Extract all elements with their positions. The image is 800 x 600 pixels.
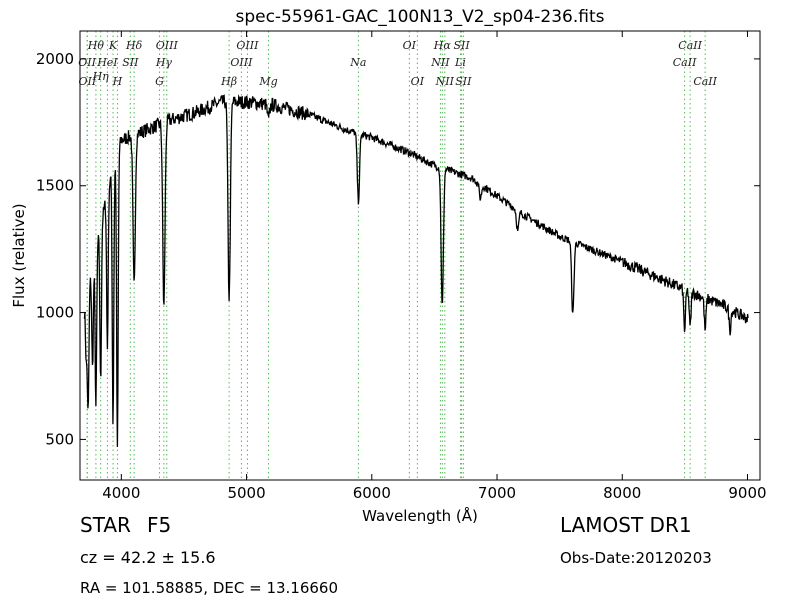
- x-axis-label: Wavelength (Å): [362, 506, 478, 525]
- x-tick-label: 7000: [478, 484, 516, 502]
- axis-ticks: 4000 5000 6000 7000 8000 9000 500 1000 1500 2000: [36, 31, 767, 502]
- line-marker-group: [86, 31, 706, 480]
- line-marker-label: Hβ: [220, 75, 237, 88]
- line-marker-label: Mg: [258, 75, 277, 88]
- y-tick-label: 1000: [36, 304, 74, 322]
- spectrum-line: [83, 94, 749, 448]
- object-subclass: F5: [147, 513, 172, 537]
- line-marker-label: OIII: [230, 56, 253, 69]
- observation-date: Obs-Date:20120203: [560, 549, 712, 567]
- x-tick-label: 4000: [102, 484, 140, 502]
- line-marker-label: Li: [454, 56, 466, 69]
- x-tick-label: 6000: [353, 484, 391, 502]
- line-marker-label: OIII: [156, 39, 179, 52]
- line-marker-label: CaII: [678, 39, 702, 52]
- line-marker-label: NII: [430, 56, 450, 69]
- line-marker-label: H: [112, 75, 123, 88]
- x-tick-label: 9000: [728, 484, 766, 502]
- x-tick-label: 5000: [227, 484, 265, 502]
- line-marker-label: SII: [455, 75, 472, 88]
- line-marker-label: Hγ: [155, 56, 173, 69]
- object-class: STAR: [80, 513, 131, 537]
- chart-title: spec-55961-GAC_100N13_V2_sp04-236.fits: [235, 7, 604, 27]
- line-marker-label: K: [108, 39, 118, 52]
- line-marker-label: OII: [78, 56, 96, 69]
- line-marker-label: OIII: [236, 39, 259, 52]
- y-tick-label: 500: [45, 430, 74, 448]
- y-tick-label: 1500: [36, 177, 74, 195]
- x-tick-label: 8000: [603, 484, 641, 502]
- ra-dec-coordinates: RA = 101.58885, DEC = 13.16660: [80, 579, 339, 597]
- line-marker-label: OI: [403, 39, 417, 52]
- line-marker-label: G: [155, 75, 164, 88]
- line-marker-label: SII: [122, 56, 139, 69]
- plot-frame: [79, 30, 761, 481]
- line-marker-label: Hθ: [87, 39, 105, 52]
- line-marker-label: CaII: [693, 75, 717, 88]
- line-marker-label: OII: [79, 75, 97, 88]
- line-marker-label: Hα: [433, 39, 452, 52]
- redshift-cz: cz = 42.2 ± 15.6: [80, 548, 216, 567]
- line-marker-label: HeI: [96, 56, 118, 69]
- line-marker-label: OI: [411, 75, 425, 88]
- y-tick-label: 2000: [36, 50, 74, 68]
- line-marker-label: CaII: [673, 56, 697, 69]
- survey-name: LAMOST DR1: [560, 513, 692, 537]
- line-marker-label: Hδ: [125, 39, 143, 52]
- line-marker-label: Na: [349, 56, 366, 69]
- line-marker-label: SII: [453, 39, 470, 52]
- line-marker-label: NII: [435, 75, 455, 88]
- line-marker-label: Hη: [92, 70, 110, 83]
- y-axis-label: Flux (relative): [10, 203, 28, 307]
